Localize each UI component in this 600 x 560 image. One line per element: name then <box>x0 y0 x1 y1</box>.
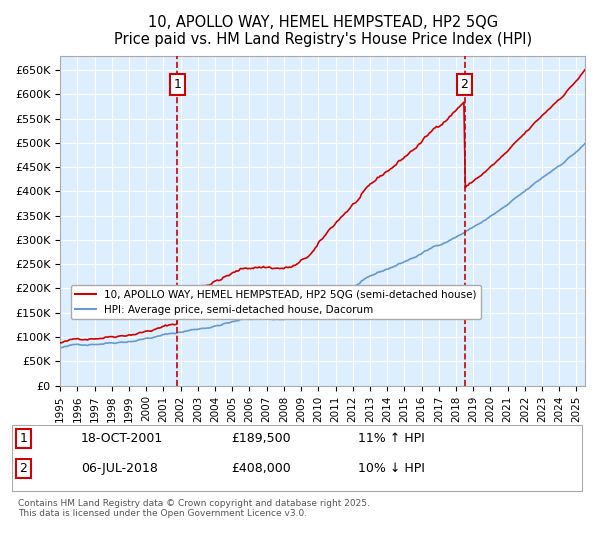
Text: 1: 1 <box>173 78 181 91</box>
Text: 18-OCT-2001: 18-OCT-2001 <box>81 432 163 445</box>
Text: 1: 1 <box>20 432 28 445</box>
Text: 11% ↑ HPI: 11% ↑ HPI <box>358 432 424 445</box>
Text: 2: 2 <box>20 462 28 475</box>
Text: 2: 2 <box>461 78 469 91</box>
Legend: 10, APOLLO WAY, HEMEL HEMPSTEAD, HP2 5QG (semi-detached house), HPI: Average pri: 10, APOLLO WAY, HEMEL HEMPSTEAD, HP2 5QG… <box>71 285 481 319</box>
Text: 10% ↓ HPI: 10% ↓ HPI <box>358 462 424 475</box>
Text: Contains HM Land Registry data © Crown copyright and database right 2025.
This d: Contains HM Land Registry data © Crown c… <box>18 499 370 519</box>
Text: 06-JUL-2018: 06-JUL-2018 <box>81 462 158 475</box>
Text: £189,500: £189,500 <box>231 432 290 445</box>
Text: £408,000: £408,000 <box>231 462 290 475</box>
Title: 10, APOLLO WAY, HEMEL HEMPSTEAD, HP2 5QG
Price paid vs. HM Land Registry's House: 10, APOLLO WAY, HEMEL HEMPSTEAD, HP2 5QG… <box>113 15 532 48</box>
